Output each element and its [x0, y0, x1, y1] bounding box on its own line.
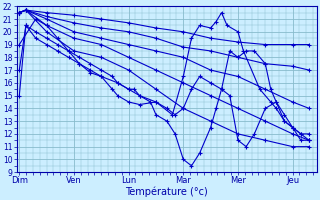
X-axis label: Température (°c): Température (°c) — [125, 187, 208, 197]
